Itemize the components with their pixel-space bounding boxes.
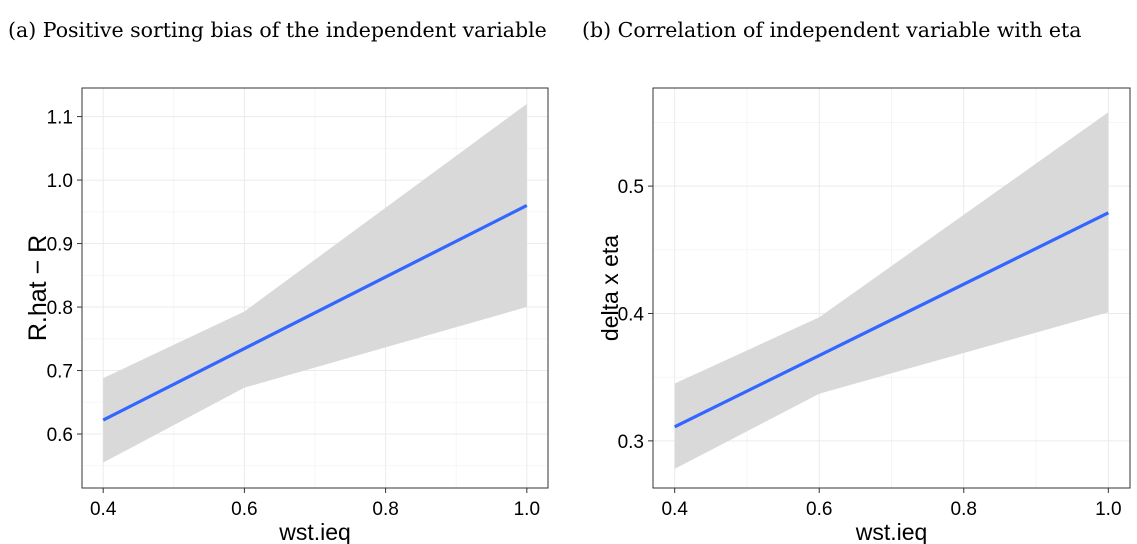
panel-b-panel-border [652,87,1131,489]
panel-b-y-tick-label: 0.5 [618,177,644,198]
panel-a-y-axis-title: R.hat − R [24,235,52,341]
panel-a-panel-border [81,87,549,489]
panel-b-x-tick-label: 0.8 [951,499,977,520]
panel-a-x-tick-label: 1.0 [514,499,540,520]
panel-a-fit-line-0 [102,204,528,422]
chart-panel-a: 0.4 0.6 0.8 1.0 0.6 0.7 0.8 0.9 1.0 1.1 wst.ieq R.h… [24,87,549,544]
panel-a-x-axis-title: wst.ieq [278,519,351,544]
panel-b-x-tick-label: 0.4 [661,499,688,520]
panel-a-x-tick-label: 0.6 [231,499,257,520]
panel-a-x-tick-label: 0.4 [90,499,117,520]
panel-b-y-tick-label: 0.4 [618,304,645,325]
caption-panel-a: (a) Positive sorting bias of the indepen… [8,18,547,42]
panel-a-y-tick-label: 0.9 [47,235,73,256]
panel-b-y-axis-title: delta x eta [597,235,623,341]
chart-panel-b: 0.4 0.6 0.8 1.0 0.3 0.4 0.5 wst.ieq delta x eta [597,87,1131,544]
panel-a-confidence-band [103,103,527,463]
panel-a-y-tick-label: 1.0 [47,171,73,192]
panel-b-confidence-band [674,112,1109,469]
panel-b-x-tick-label: 1.0 [1095,499,1121,520]
panel-b-y-tick-label: 0.3 [618,432,644,453]
panel-b-x-tick-label: 0.6 [806,499,832,520]
panel-a-y-tick-label: 0.6 [47,425,73,446]
caption-panel-b: (b) Correlation of independent variable … [582,18,1082,42]
panel-b-x-axis-title: wst.ieq [855,519,928,544]
panel-a-y-tick-label: 0.8 [47,298,73,319]
panel-b-fit-line-0 [673,211,1110,429]
panel-a-y-tick-label: 0.7 [47,362,73,383]
panel-a-y-tick-label: 1.1 [47,108,73,129]
panel-a-x-tick-label: 0.8 [372,499,398,520]
